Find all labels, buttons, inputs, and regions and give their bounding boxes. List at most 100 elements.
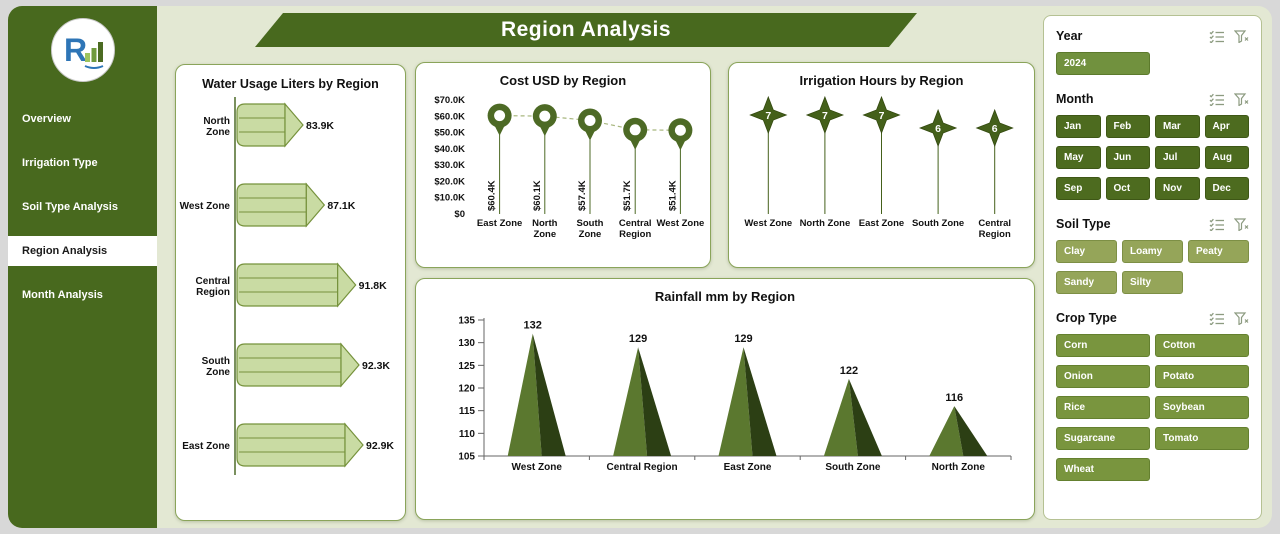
slicer-option-potato[interactable]: Potato: [1155, 365, 1249, 388]
multi-select-icon[interactable]: [1209, 312, 1225, 325]
slicer-option-mar[interactable]: Mar: [1155, 115, 1200, 138]
svg-text:South Zone: South Zone: [825, 462, 880, 473]
slicer-option-jun[interactable]: Jun: [1105, 146, 1150, 169]
slicer-option-corn[interactable]: Corn: [1056, 334, 1150, 357]
svg-text:$30.0K: $30.0K: [434, 160, 465, 171]
svg-text:$60.4K: $60.4K: [487, 180, 498, 211]
svg-text:130: 130: [458, 338, 475, 349]
slicer-option-silty[interactable]: Silty: [1122, 271, 1183, 294]
svg-text:6: 6: [935, 123, 941, 135]
slicer-option-wheat[interactable]: Wheat: [1056, 458, 1150, 481]
slicer-option-sugarcane[interactable]: Sugarcane: [1056, 427, 1150, 450]
svg-text:Central Region: Central Region: [607, 462, 678, 473]
sidebar-item-soil-type-analysis[interactable]: Soil Type Analysis: [22, 201, 118, 213]
svg-text:North Zone: North Zone: [932, 462, 986, 473]
slicer-option-loamy[interactable]: Loamy: [1122, 240, 1183, 263]
rainfall-chart: 135 130 125 120 115 110 105 132 West Zone 129 Cent…: [458, 316, 1012, 473]
water-usage-title: Water Usage Liters by Region: [202, 77, 379, 91]
svg-text:$40.0K: $40.0K: [434, 144, 465, 155]
slicer-soil-type: Soil Type Clay Loamy Peaty Sandy Silty: [1056, 214, 1249, 294]
svg-text:$0: $0: [454, 209, 465, 220]
logo: R: [50, 18, 115, 82]
svg-text:$20.0K: $20.0K: [434, 176, 465, 187]
svg-text:West Zone: West Zone: [744, 218, 792, 229]
svg-text:East Zone: East Zone: [182, 441, 230, 452]
slicer-title-year: Year: [1056, 29, 1083, 43]
cost-title: Cost USD by Region: [499, 73, 627, 88]
sidebar: R Overview Irrigation Type Soil Type Analy…: [8, 6, 157, 528]
svg-text:$50.0K: $50.0K: [434, 128, 465, 139]
slicer-option-jan[interactable]: Jan: [1056, 115, 1101, 138]
slicer-crop-type: Crop Type Corn Cotton Onion Potato Rice Soybea…: [1056, 308, 1249, 481]
sidebar-item-region-analysis[interactable]: Region Analysis: [8, 236, 157, 266]
slicer-option-onion[interactable]: Onion: [1056, 365, 1150, 388]
svg-text:West Zone: West Zone: [180, 201, 231, 212]
svg-text:110: 110: [459, 429, 476, 440]
clear-filter-icon[interactable]: [1234, 29, 1249, 43]
slicer-option-clay[interactable]: Clay: [1056, 240, 1117, 263]
slicer-option-2024[interactable]: 2024: [1056, 52, 1150, 75]
sidebar-nav: Overview Irrigation Type Soil Type Analysi…: [8, 104, 157, 310]
cost-panel: Cost USD by Region $70.0K $60.0K $50.0K $40…: [415, 62, 711, 268]
logo-icon: R: [64, 32, 103, 69]
svg-text:$60.0K: $60.0K: [434, 111, 465, 122]
sidebar-item-month-analysis[interactable]: Month Analysis: [22, 289, 103, 301]
svg-text:6: 6: [992, 123, 998, 135]
rainfall-title: Rainfall mm by Region: [654, 289, 796, 304]
slicer-option-peaty[interactable]: Peaty: [1188, 240, 1249, 263]
multi-select-icon[interactable]: [1209, 93, 1225, 106]
svg-text:$51.7K: $51.7K: [622, 180, 633, 211]
svg-text:East Zone: East Zone: [477, 218, 522, 229]
slicer-option-tomato[interactable]: Tomato: [1155, 427, 1249, 450]
multi-select-icon[interactable]: [1209, 30, 1225, 43]
clear-filter-icon[interactable]: [1234, 311, 1249, 325]
svg-text:92.9K: 92.9K: [366, 440, 394, 452]
slicer-title-crop-type: Crop Type: [1056, 311, 1117, 325]
svg-text:West Zone: West Zone: [656, 218, 704, 229]
slicer-option-sandy[interactable]: Sandy: [1056, 271, 1117, 294]
slicer-title-soil-type: Soil Type: [1056, 217, 1111, 231]
svg-text:91.8K: 91.8K: [359, 280, 387, 292]
slicer-option-soybean[interactable]: Soybean: [1155, 396, 1249, 419]
slicer-option-feb[interactable]: Feb: [1105, 115, 1150, 138]
clear-filter-icon[interactable]: [1234, 92, 1249, 106]
svg-text:105: 105: [458, 452, 475, 463]
svg-text:$57.4K: $57.4K: [577, 180, 588, 211]
svg-text:$51.4K: $51.4K: [667, 180, 678, 211]
slicer-option-may[interactable]: May: [1056, 146, 1101, 169]
rainfall-panel: Rainfall mm by Region 135 130 125 120 115 110…: [415, 278, 1035, 520]
slicer-option-nov[interactable]: Nov: [1155, 177, 1200, 200]
slicer-option-sep[interactable]: Sep: [1056, 177, 1101, 200]
slicer-option-aug[interactable]: Aug: [1204, 146, 1249, 169]
svg-text:East Zone: East Zone: [859, 218, 904, 229]
slicer-year: Year 2024: [1056, 26, 1249, 75]
slicer-option-dec[interactable]: Dec: [1204, 177, 1249, 200]
slicer-option-cotton[interactable]: Cotton: [1155, 334, 1249, 357]
irrigation-hours-title: Irrigation Hours by Region: [799, 73, 964, 88]
svg-text:North Zone: North Zone: [800, 218, 851, 229]
sidebar-item-overview[interactable]: Overview: [22, 113, 71, 125]
slicer-option-oct[interactable]: Oct: [1105, 177, 1150, 200]
sidebar-item-irrigation-type[interactable]: Irrigation Type: [22, 157, 98, 169]
svg-text:7: 7: [879, 110, 885, 122]
clear-filter-icon[interactable]: [1234, 217, 1249, 231]
svg-text:$10.0K: $10.0K: [434, 193, 465, 204]
slicer-option-rice[interactable]: Rice: [1056, 396, 1150, 419]
slicer-option-apr[interactable]: Apr: [1204, 115, 1249, 138]
multi-select-icon[interactable]: [1209, 218, 1225, 231]
irrigation-hours-chart: 7 West Zone 7 North Zone 7 East Zone 6 South Zo…: [744, 95, 1014, 240]
slicer-option-jul[interactable]: Jul: [1155, 146, 1200, 169]
svg-text:92.3K: 92.3K: [362, 360, 390, 372]
svg-text:132: 132: [524, 320, 542, 332]
svg-text:R: R: [64, 32, 87, 68]
svg-text:7: 7: [765, 110, 771, 122]
slicer-panel: Year 2024 Month Jan Feb Mar Apr May Jun Jul Aug Sep…: [1043, 15, 1262, 520]
svg-text:129: 129: [734, 333, 752, 345]
svg-text:7: 7: [822, 110, 828, 122]
